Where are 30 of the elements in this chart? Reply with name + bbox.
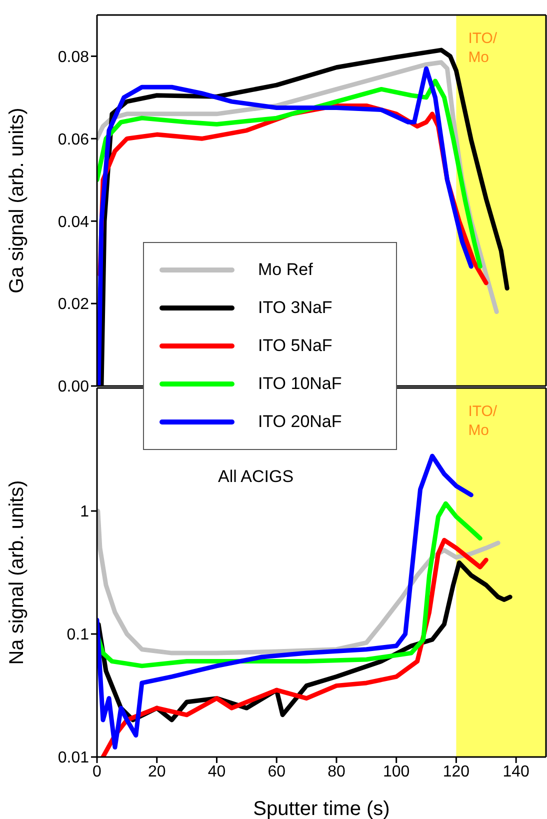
line-series (100, 538, 488, 757)
y-tick-label: 0.04 (58, 214, 90, 231)
legend-label: ITO 20NaF (258, 412, 342, 432)
x-tick-label: 80 (328, 763, 346, 780)
x-tick-label: 120 (442, 763, 470, 780)
annotation: All ACIGS (218, 467, 294, 487)
y-axis-title: Na signal (arb. units) (6, 480, 28, 665)
x-tick-label: 100 (382, 763, 410, 780)
x-tick-label: 0 (92, 763, 102, 780)
line-series (97, 508, 500, 656)
line-series (97, 454, 474, 750)
y-tick-label: 0.01 (58, 750, 90, 767)
y-tick-label: 0.08 (58, 48, 90, 66)
x-tick-label: 140 (502, 763, 530, 780)
y-tick-label: 0.02 (58, 296, 90, 314)
x-axis-title: Sputter time (s) (253, 798, 390, 819)
legend-label: ITO 10NaF (258, 374, 342, 394)
band-label: ITO/ Mo (468, 403, 498, 439)
legend-label: ITO 5NaF (258, 336, 332, 356)
y-tick-label: 1 (80, 504, 90, 521)
legend-label: ITO 3NaF (258, 298, 332, 318)
y-tick-label: 0.1 (66, 626, 90, 644)
x-tick-label: 60 (268, 763, 286, 780)
x-tick-label: 40 (208, 763, 226, 780)
band-label: ITO/ Mo (468, 30, 498, 66)
y-axis-title: Ga signal (arb. units) (6, 108, 28, 294)
y-tick-label: 0.00 (58, 378, 90, 396)
y-tick-label: 0.06 (58, 131, 90, 148)
x-tick-label: 20 (148, 763, 166, 780)
legend-label: Mo Ref (258, 260, 313, 280)
